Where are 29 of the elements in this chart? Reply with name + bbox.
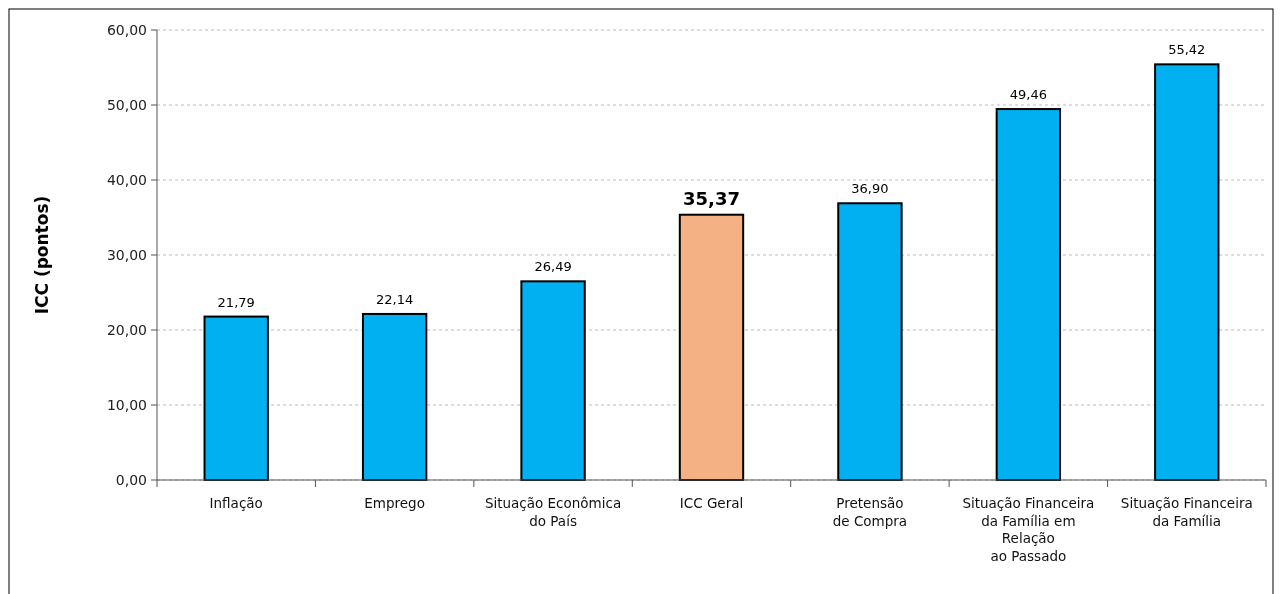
y-tick-label: 50,00 — [106, 96, 147, 113]
bar — [1154, 63, 1220, 481]
y-axis-title: ICC (pontos) — [32, 195, 52, 315]
bar — [837, 202, 903, 481]
data-label: 26,49 — [534, 259, 572, 275]
y-tick-label: 40,00 — [106, 171, 147, 188]
y-tick-label: 30,00 — [106, 246, 147, 263]
data-label: 36,90 — [851, 181, 889, 197]
y-tick-label: 60,00 — [106, 21, 147, 38]
data-label: 49,46 — [1009, 87, 1047, 103]
data-label: 55,42 — [1168, 42, 1206, 58]
x-tick-label: Pretensão de Compra — [832, 495, 908, 529]
y-tick-label: 10,00 — [106, 396, 147, 413]
x-tick-label: Emprego — [364, 495, 425, 511]
data-label: 21,79 — [217, 294, 255, 310]
y-tick-label: 20,00 — [106, 321, 147, 338]
x-tick-label: ICC Geral — [679, 495, 744, 511]
bar — [678, 213, 745, 481]
x-tick-label: Situação Financeira da Família em Relação ao Passado — [962, 495, 1095, 564]
x-tick-label: Inflação — [209, 495, 263, 511]
bar — [203, 315, 269, 481]
bar — [995, 108, 1062, 481]
y-tick-label: 0,00 — [115, 471, 147, 488]
data-label: 22,14 — [376, 291, 414, 307]
x-tick-label: Situação Econômica do País — [484, 495, 622, 529]
bar — [520, 280, 586, 481]
bar — [361, 312, 428, 481]
data-label: 35,37 — [683, 187, 740, 209]
x-tick-label: Situação Financeira da Família — [1120, 495, 1253, 529]
